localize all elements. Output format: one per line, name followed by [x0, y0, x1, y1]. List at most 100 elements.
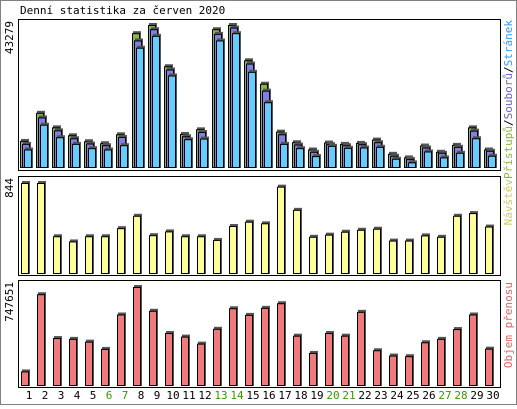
traffic-bar [101, 348, 109, 387]
visits-bar [341, 231, 349, 275]
pages-bar [360, 147, 368, 168]
traffic-bar [421, 342, 429, 386]
pages-bar [344, 147, 352, 168]
pages-bar [168, 75, 176, 168]
panel-frame-1 [18, 19, 501, 171]
chart-title: Denní statistika za červen 2020 [20, 4, 225, 17]
day-label: 1 [26, 389, 33, 402]
traffic-bar [485, 348, 493, 387]
traffic-bar [245, 314, 253, 386]
pages-bar [488, 155, 496, 169]
pages-bar [328, 145, 336, 168]
traffic-bar [165, 333, 173, 387]
legend-pages: Stránek [502, 20, 515, 67]
legend-files: Souborů [502, 73, 515, 119]
pages-bar [280, 143, 288, 169]
day-label: 24 [390, 389, 404, 402]
traffic-bar [37, 294, 45, 387]
panel-frame-2 [18, 176, 501, 276]
traffic-bar [261, 307, 269, 386]
pages-bar [24, 149, 32, 168]
pages-bar [376, 146, 384, 168]
day-label: 30 [486, 389, 499, 402]
pages-bar [152, 35, 160, 168]
day-label: 20 [326, 389, 339, 402]
traffic-bar [197, 343, 205, 386]
visits-bar [309, 236, 317, 275]
traffic-bar [389, 355, 397, 387]
day-label: 10 [166, 389, 179, 402]
visits-bar [357, 229, 365, 274]
y-max-label-traffic: 747651 [3, 282, 16, 322]
visits-bar [277, 186, 285, 274]
traffic-bar [149, 310, 157, 387]
visits-bar [37, 183, 45, 274]
pages-bar [424, 151, 432, 168]
visits-bar [133, 215, 141, 274]
day-label: 25 [406, 389, 419, 402]
day-label: 2 [42, 389, 49, 402]
visits-bar [85, 236, 93, 274]
pages-bar [184, 139, 192, 168]
day-label: 29 [470, 389, 483, 402]
visits-bar [453, 215, 461, 274]
day-label: 21 [342, 389, 355, 402]
visits-bar [421, 235, 429, 274]
traffic-bar [21, 371, 29, 387]
day-label: 12 [198, 389, 211, 402]
day-label: 15 [246, 389, 259, 402]
pages-bar [200, 138, 208, 168]
traffic-bar [373, 350, 381, 386]
visits-bar [437, 236, 445, 275]
day-label: 14 [230, 389, 244, 402]
pages-bar [456, 152, 464, 169]
visits-bar [325, 234, 333, 275]
visits-bar [405, 240, 413, 275]
visits-bar [69, 241, 77, 274]
panel-frame-3 [18, 280, 501, 388]
pages-bar [248, 71, 256, 168]
pages-bar [472, 138, 480, 168]
day-label: 11 [182, 389, 195, 402]
day-label: 28 [454, 389, 467, 402]
traffic-bar [341, 335, 349, 386]
day-label: 9 [154, 389, 161, 402]
traffic-bar [53, 338, 61, 386]
traffic-bar [453, 329, 461, 387]
pages-bar [312, 156, 320, 169]
traffic-bar [325, 333, 333, 387]
visits-bar [229, 226, 237, 274]
pages-bar [88, 148, 96, 168]
visits-bar [197, 236, 205, 274]
pages-bar [408, 162, 416, 168]
day-label: 17 [278, 389, 291, 402]
visits-bar [293, 209, 301, 274]
visits-bar [373, 228, 381, 274]
traffic-bar [469, 314, 477, 387]
traffic-bar [213, 328, 221, 387]
visits-bar [213, 239, 221, 274]
day-label: 5 [90, 389, 97, 402]
pages-bar [232, 33, 240, 169]
pages-bar [216, 40, 224, 168]
traffic-bar [85, 341, 93, 387]
day-label: 6 [106, 389, 113, 402]
day-label: 18 [294, 389, 307, 402]
legend-sep2: / [502, 119, 515, 126]
visits-bar [101, 236, 109, 274]
visits-bar [21, 183, 29, 274]
day-label: 4 [74, 389, 81, 402]
traffic-bar [277, 303, 285, 386]
traffic-bar [69, 338, 77, 386]
day-label: 19 [310, 389, 323, 402]
day-label: 22 [358, 389, 371, 402]
visits-bar [149, 235, 157, 274]
y-max-label-visits: 844 [3, 178, 16, 198]
visits-bar [181, 236, 189, 274]
day-label: 3 [58, 389, 65, 402]
legend-hits: Přístupů [502, 126, 515, 179]
traffic-bar [437, 338, 445, 386]
pages-bar [72, 143, 80, 169]
